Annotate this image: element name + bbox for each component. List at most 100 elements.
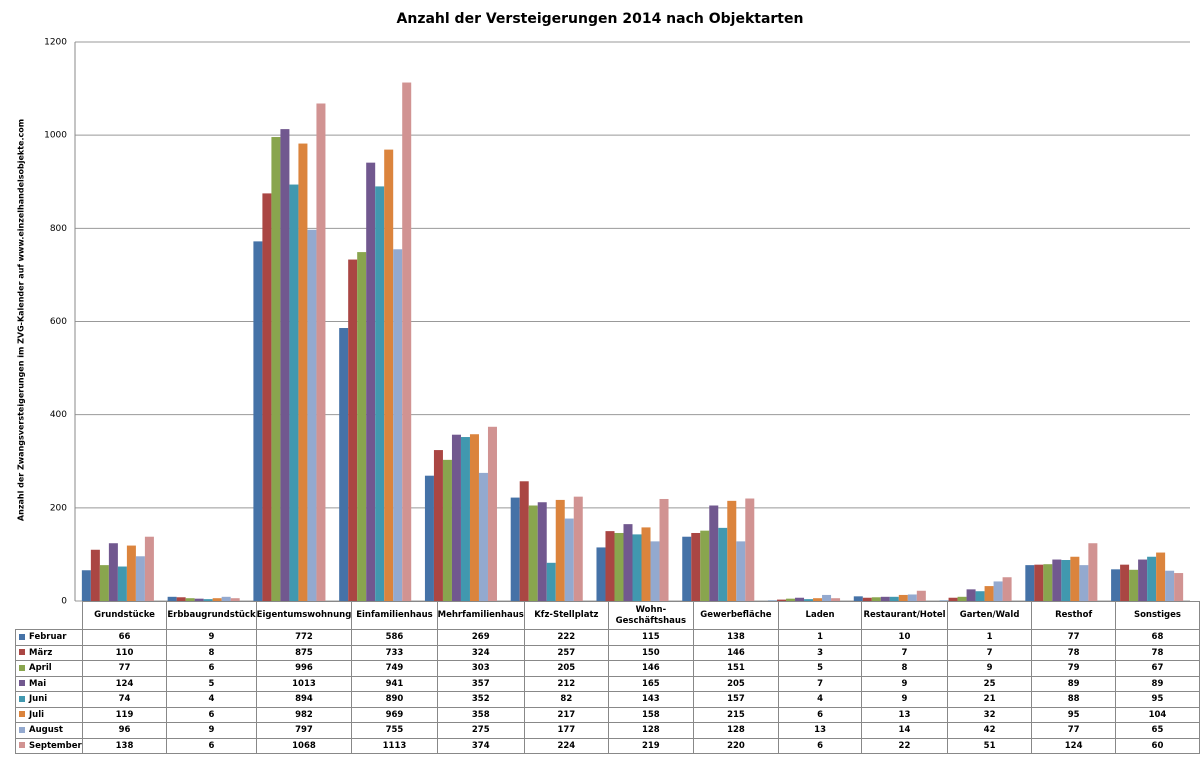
table-value: 7 — [861, 644, 948, 661]
legend-cell: Mai — [15, 675, 83, 692]
table-value: 79 — [1031, 660, 1116, 677]
table-value: 110 — [81, 644, 168, 661]
table-value: 128 — [607, 722, 694, 739]
bar — [194, 598, 204, 601]
bar — [262, 193, 272, 602]
table-value: 5 — [777, 660, 863, 677]
bar — [700, 530, 710, 601]
table-value: 128 — [692, 722, 780, 739]
bar — [573, 496, 583, 601]
data-row: August 96 9 797 755 275 177 128 128 13 14 42 77 65 — [15, 722, 1200, 739]
bar — [339, 328, 349, 601]
table-value: 324 — [436, 644, 525, 661]
bar — [822, 594, 832, 601]
category-label: Erbbaugrundstück — [166, 601, 257, 630]
table-value: 32 — [946, 706, 1033, 723]
bar — [1156, 552, 1166, 601]
data-row: September 138 6 1068 1113 374 224 219 220 6 22 51 12… — [15, 737, 1200, 754]
legend-label: März — [29, 647, 53, 658]
bar — [564, 518, 574, 601]
legend-swatch — [19, 649, 25, 656]
table-value: 358 — [436, 706, 525, 723]
data-row: April 77 6 996 749 303 205 146 151 5 8 9 79 67 — [15, 660, 1200, 677]
legend-cell: Juni — [15, 691, 83, 708]
table-value: 1013 — [255, 675, 353, 692]
bar — [487, 426, 497, 601]
table-value: 13 — [861, 706, 948, 723]
table-value: 749 — [351, 660, 438, 677]
bar — [280, 129, 290, 601]
table-value: 222 — [523, 629, 609, 646]
table-value: 151 — [692, 660, 780, 677]
table-value: 9 — [946, 660, 1033, 677]
legend-cell: September — [15, 737, 83, 754]
table-value: 212 — [523, 675, 609, 692]
table-value: 219 — [607, 737, 694, 754]
bar — [1070, 556, 1080, 601]
table-value: 89 — [1114, 675, 1200, 692]
table-value: 77 — [1031, 629, 1116, 646]
legend-swatch — [19, 695, 25, 702]
table-value: 146 — [607, 660, 694, 677]
table-value: 6 — [166, 737, 257, 754]
bar — [650, 541, 660, 601]
bar — [795, 597, 805, 601]
bar — [975, 591, 985, 601]
table-value: 138 — [81, 737, 168, 754]
bar — [1034, 564, 1044, 601]
bar — [957, 596, 967, 601]
table-value: 215 — [692, 706, 780, 723]
bar — [880, 596, 890, 601]
bar — [862, 597, 872, 601]
category-label: Restaurant/Hotel — [861, 601, 948, 630]
bar — [203, 599, 213, 601]
table-value: 275 — [436, 722, 525, 739]
table-value: 8 — [166, 644, 257, 661]
legend-swatch — [19, 633, 25, 640]
legend-cell: Februar — [15, 629, 83, 646]
y-tick-label: 200 — [50, 503, 67, 513]
table-value: 374 — [436, 737, 525, 754]
bar — [433, 450, 443, 601]
table-value: 95 — [1114, 691, 1200, 708]
bar — [1052, 559, 1062, 601]
table-value: 119 — [81, 706, 168, 723]
table-value: 894 — [255, 691, 353, 708]
table-value: 158 — [607, 706, 694, 723]
table-value: 4 — [777, 691, 863, 708]
category-label: Laden — [777, 601, 863, 630]
y-tick-label: 400 — [50, 410, 67, 420]
table-value: 25 — [946, 675, 1033, 692]
bar — [108, 543, 118, 601]
table-value: 165 — [607, 675, 694, 692]
bar — [1002, 577, 1012, 601]
bar — [948, 597, 958, 601]
bar — [1174, 573, 1184, 601]
legend-label: April — [29, 663, 52, 674]
table-value: 143 — [607, 691, 694, 708]
table-value: 969 — [351, 706, 438, 723]
legend-cell: April — [15, 660, 83, 677]
data-table: Grundstücke Erbbaugrundstück Eigentumswohn… — [15, 601, 1200, 754]
bar — [682, 536, 692, 601]
y-tick-label: 800 — [50, 224, 67, 234]
bar — [831, 598, 841, 601]
table-value: 982 — [255, 706, 353, 723]
bar — [135, 556, 145, 601]
table-value: 352 — [436, 691, 525, 708]
table-value: 3 — [777, 644, 863, 661]
legend-cell: Juli — [15, 706, 83, 723]
table-value: 733 — [351, 644, 438, 661]
table-value: 5 — [166, 675, 257, 692]
bar — [1129, 569, 1139, 601]
bar — [632, 534, 642, 601]
table-value: 8 — [861, 660, 948, 677]
bar — [596, 547, 606, 601]
corner-cell — [15, 601, 83, 630]
bar — [898, 594, 908, 601]
bar — [623, 524, 633, 601]
table-value: 60 — [1114, 737, 1200, 754]
table-value: 89 — [1031, 675, 1116, 692]
category-label: Grundstücke — [81, 601, 168, 630]
